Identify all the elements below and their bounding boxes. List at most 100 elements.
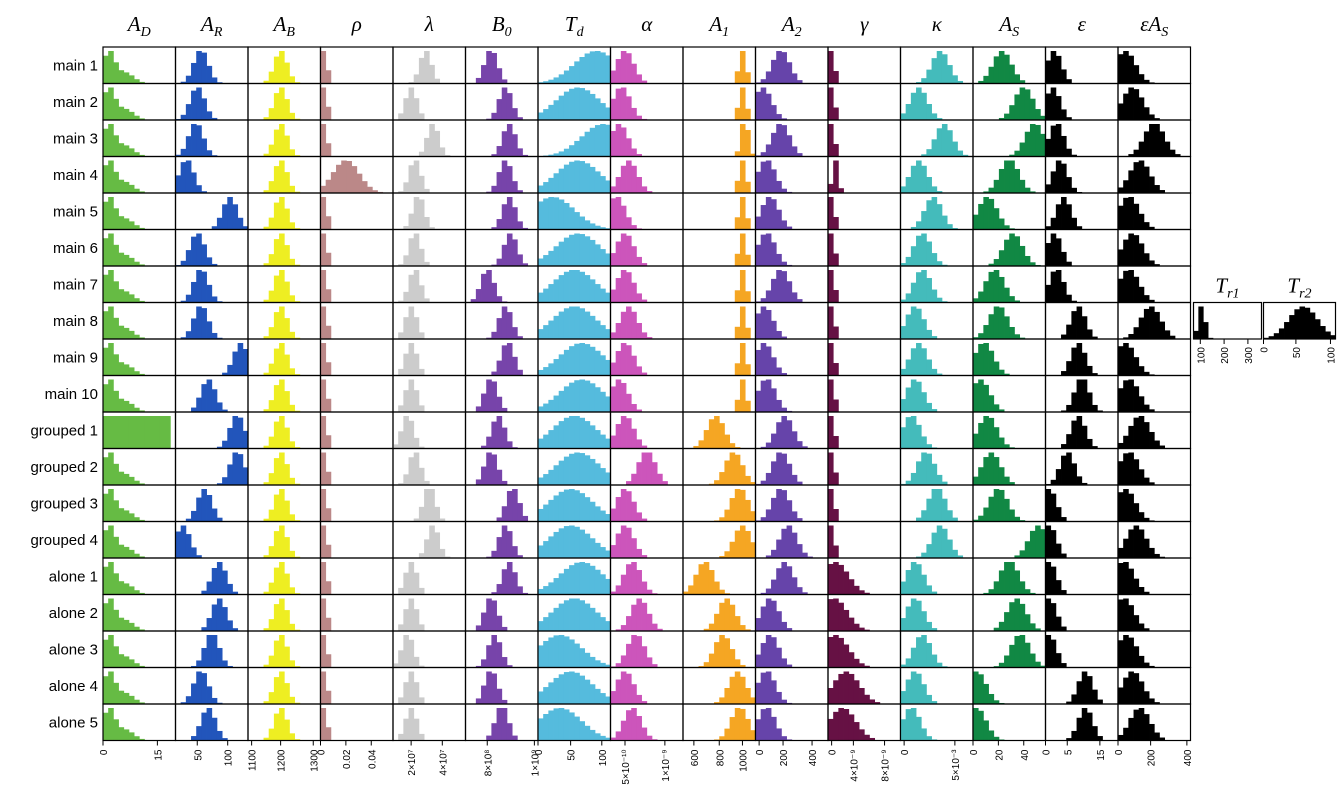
bar-AR-main-1-5 [201, 52, 207, 84]
bar-AB-alone-3-4 [268, 655, 275, 668]
bar-kappa-main-2-4 [921, 92, 927, 120]
bar-rho-main-2-1 [325, 106, 332, 120]
bar-eps-main-9-8 [1086, 365, 1093, 376]
bar-lambda-grouped-2-1 [398, 483, 404, 485]
panel-rho-main-7 [319, 265, 394, 304]
bar-A2-main-8-1 [760, 306, 767, 339]
bar-eps-alone-5-9 [1092, 726, 1098, 741]
bar-AD-alone-1-7 [139, 592, 145, 595]
bar-lambda-alone-5-2 [403, 718, 409, 741]
row-label-grouped-2: grouped 2 [30, 459, 98, 476]
bar-eps-alone-3-1 [1050, 639, 1057, 668]
bar-B0-main-6-6 [496, 258, 503, 266]
bar-eps-main-6-2 [1055, 238, 1062, 266]
bar-gamma-alone-5-2 [838, 708, 844, 741]
bar-AS-grouped-1-0 [973, 433, 979, 449]
bar-alpha-alone-2-9 [657, 628, 663, 631]
bar-Td-main-1-0 [538, 82, 544, 84]
bar-kappa-main-2-0 [900, 113, 907, 120]
bar-Td-grouped-4-5 [563, 526, 570, 558]
bar-A2-alone-3-5 [781, 658, 787, 668]
bar-Td-main-8-3 [553, 315, 560, 339]
bar-AD-alone-3-6 [134, 663, 140, 668]
bar-Td-alone-1-11 [594, 569, 601, 595]
bar-eps-grouped-1-4 [1066, 434, 1072, 449]
bar-alpha-grouped-1-4 [631, 428, 637, 449]
tick-label-Tr2-0: 0 [1260, 347, 1271, 353]
bar-AB-alone-2-6 [279, 598, 285, 631]
bar-Td-grouped-3-4 [558, 491, 565, 522]
bar-B0-main-3-10 [517, 148, 523, 157]
bar-B0-main-4-4 [486, 191, 492, 193]
bar-AS-main-4-2 [983, 191, 989, 193]
bar-Td-grouped-3-0 [538, 508, 544, 522]
bar-Td-alone-1-6 [569, 565, 575, 595]
bar-Td-main-10-2 [548, 399, 554, 412]
bar-AR-alone-1-7 [211, 567, 218, 595]
bar-B0-grouped-3-7 [501, 506, 508, 522]
bar-epsAS-alone-5-0 [1118, 734, 1124, 741]
bar-B0-main-2-9 [512, 108, 518, 120]
bar-AD-main-5-3 [118, 216, 125, 230]
bar-A2-alone-2-5 [781, 621, 787, 631]
bar-AB-main-1-3 [263, 80, 270, 84]
bar-gamma-alone-1-3 [843, 571, 850, 595]
bar-AR-main-1-2 [185, 75, 192, 84]
bar-epsAS-grouped-2-5 [1143, 477, 1150, 485]
bar-AR-alone-5-3 [191, 736, 197, 741]
bar-AB-grouped-1-3 [263, 445, 270, 449]
bar-kappa-grouped-4-4 [921, 552, 927, 558]
bar-Td-main-9-0 [538, 369, 544, 376]
bar-Td-alone-5-7 [574, 716, 580, 741]
bar-Td-main-1-2 [548, 79, 554, 84]
bar-kappa-main-7-2 [910, 282, 917, 303]
bar-epsAS-alone-1-0 [1118, 562, 1124, 595]
bar-kappa-alone-4-1 [905, 679, 912, 704]
bar-AS-main-10-3 [988, 395, 995, 412]
bar-epsAS-main-3-5 [1143, 131, 1150, 157]
bar-epsAS-alone-5-4 [1138, 708, 1145, 741]
bar-Td-main-1-8 [579, 56, 586, 84]
bar-B0-main-7-3 [481, 273, 487, 303]
bar-Td-alone-3-2 [548, 637, 554, 668]
bar-Td-grouped-4-7 [574, 526, 580, 558]
bar-AB-grouped-3-6 [279, 489, 285, 522]
bar-eps-alone-2-2 [1055, 616, 1062, 631]
bar-AD-main-10-3 [118, 398, 125, 412]
bar-Td-grouped-1-13 [605, 438, 611, 449]
bar-eps-main-6-3 [1061, 251, 1067, 266]
bar-lambda-grouped-4-10 [444, 556, 451, 558]
bar-A2-main-4-4 [776, 180, 782, 193]
bar-AS-alone-4-3 [988, 693, 995, 704]
bar-B0-main-8-8 [506, 312, 513, 339]
bar-epsAS-main-8-1 [1123, 337, 1129, 339]
bar-AD-main-7-5 [128, 294, 135, 303]
bar-B0-main-7-6 [496, 296, 503, 303]
bar-A2-main-6-3 [771, 242, 777, 266]
bar-epsAS-main-1-2 [1128, 55, 1134, 84]
bar-AR-grouped-3-8 [216, 517, 223, 522]
bar-epsAS-main-7-0 [1118, 278, 1124, 303]
bar-epsAS-grouped-4-3 [1133, 525, 1140, 558]
bar-alpha-main-6-3 [626, 235, 632, 266]
bar-AS-alone-4-0 [973, 671, 979, 704]
tick-label-epsAS-0: 0 [1114, 749, 1125, 755]
bar-kappa-alone-3-5 [926, 643, 932, 668]
bar-kappa-grouped-1-4 [921, 436, 927, 449]
bar-epsAS-main-7-2 [1128, 270, 1134, 303]
bar-B0-grouped-4-10 [517, 555, 523, 558]
bar-AB-main-7-8 [289, 295, 296, 303]
tick-label-AB-1: 1200 [277, 749, 288, 772]
bar-rho-main-5-0 [320, 197, 327, 230]
bar-alpha-grouped-2-8 [651, 462, 658, 485]
bar-epsAS-main-8-6 [1149, 306, 1155, 339]
bar-AR-main-8-6 [206, 321, 213, 339]
column-header-AB: AB [272, 12, 296, 40]
bar-B0-alone-4-6 [496, 688, 503, 704]
bar-Td-main-6-6 [569, 234, 575, 266]
bar-epsAS-alone-3-5 [1143, 662, 1150, 668]
bar-Td-alone-3-12 [600, 662, 606, 668]
bar-AS-main-10-4 [993, 404, 1000, 412]
bar-epsAS-main-7-1 [1123, 270, 1129, 303]
bar-alpha-alone-4-0 [610, 691, 617, 704]
